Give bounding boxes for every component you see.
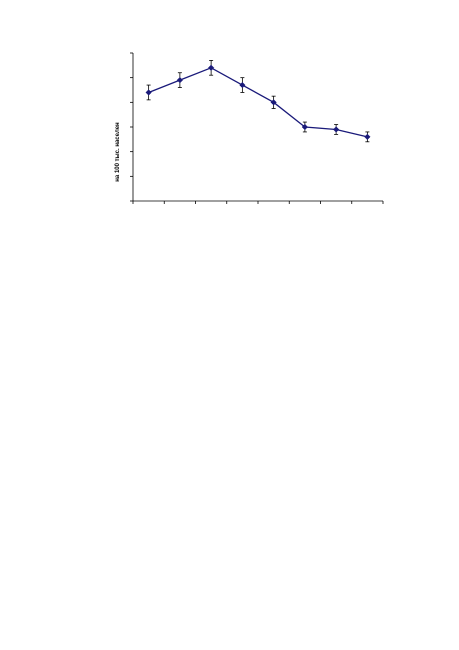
chart-axes <box>130 52 384 204</box>
y-axis-label: на 100 тыс. населен <box>115 122 121 182</box>
data-point-marker <box>301 123 309 131</box>
data-point-marker <box>176 76 184 84</box>
data-point-marker <box>145 89 152 96</box>
data-point-marker <box>270 99 277 106</box>
series-line-path <box>148 67 368 138</box>
series-line <box>148 67 368 138</box>
data-point-marker <box>332 126 340 133</box>
data-point-marker <box>364 133 371 141</box>
data-point-marker <box>207 64 215 71</box>
data-points <box>145 64 371 141</box>
data-point-marker <box>239 81 246 89</box>
